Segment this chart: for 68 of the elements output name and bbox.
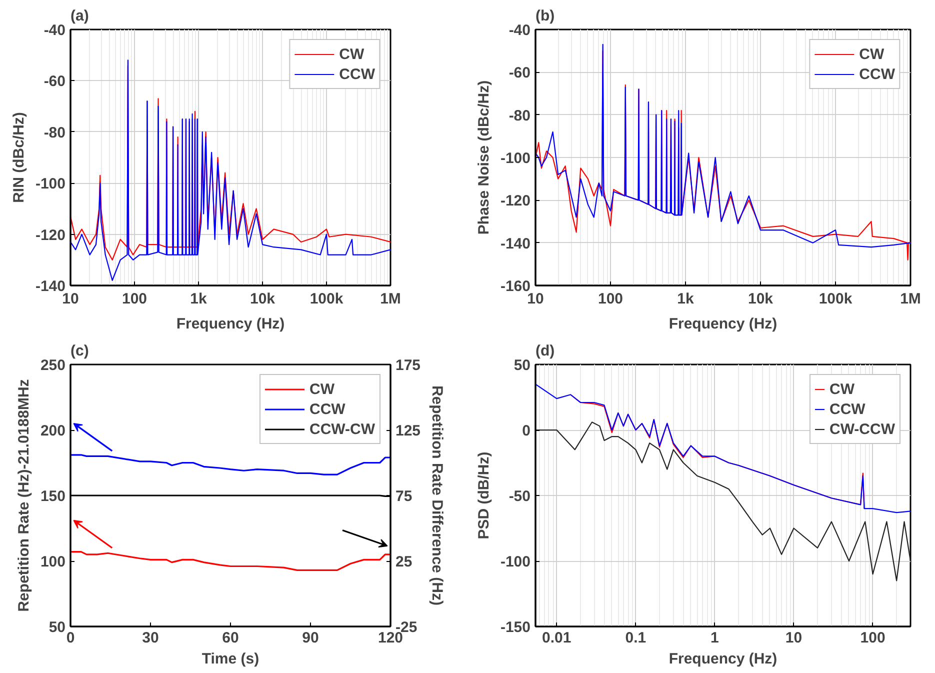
x-tick-label: 100: [860, 630, 886, 646]
x-tick-label: 10: [785, 630, 802, 646]
legend-label: CW: [339, 46, 364, 62]
x-tick-label: 10: [62, 290, 79, 308]
y-tick-label: 250: [40, 357, 66, 374]
y-tick-label: -100: [500, 554, 531, 570]
y-tick-label: 50: [514, 357, 531, 374]
y2-tick-label: 125: [396, 422, 421, 440]
x-tick-label: 10k: [250, 290, 276, 308]
y-tick-label: -120: [500, 192, 531, 210]
y2-axis-title: Repetition Rate Difference (Hz): [428, 385, 446, 606]
legend-label: CW-CCW: [829, 420, 895, 438]
x-axis-title: Frequency (Hz): [668, 650, 778, 668]
y-axis-title: Repetition Rate (Hz)-21.0188MHz: [15, 379, 32, 612]
y-tick-label: -80: [508, 107, 531, 124]
x-tick-label: 10k: [748, 290, 774, 308]
x-tick-label: 100k: [310, 290, 344, 308]
x-tick-label: 100k: [818, 290, 853, 308]
chart-title: (b): [536, 8, 555, 24]
y-tick-label: -100: [35, 176, 66, 193]
y-axis-title: RIN (dBc/Hz): [10, 112, 28, 203]
x-axis-title: Frequency (Hz): [668, 316, 778, 332]
y-axis-title: PSD (dB/Hz): [475, 452, 492, 540]
y2-tick-label: 25: [396, 554, 412, 570]
y-tick-label: 100: [40, 554, 66, 570]
x-tick-label: 1k: [190, 290, 208, 308]
x-tick-label: 60: [222, 630, 239, 646]
y2-tick-label: 175: [396, 357, 421, 374]
y-tick-label: -40: [508, 22, 531, 39]
legend-label: CCW: [339, 66, 375, 82]
legend-label: CCW: [829, 400, 866, 418]
chart-title: (c): [70, 342, 89, 360]
x-tick-label: 10: [527, 290, 544, 308]
x-tick-label: 1: [710, 630, 719, 646]
x-tick-label: 100: [598, 290, 624, 308]
x-tick-label: 30: [142, 630, 159, 646]
legend-label: CCW: [309, 400, 346, 418]
legend-label: CCW-CW: [309, 420, 375, 438]
legend-label: CW: [829, 380, 854, 398]
y-tick-label: -80: [44, 124, 66, 142]
x-tick-label: 0.01: [542, 630, 572, 646]
x-tick-label: 100: [122, 290, 148, 308]
y-tick-label: -100: [500, 150, 531, 167]
y-tick-label: -60: [508, 64, 531, 82]
x-tick-label: 1M: [380, 290, 401, 308]
x-axis-title: Time (s): [202, 650, 260, 668]
x-axis-title: Frequency (Hz): [176, 316, 285, 332]
x-tick-label: 1M: [900, 290, 921, 308]
legend-label: CW: [309, 380, 334, 398]
y-tick-label: -50: [508, 488, 531, 505]
x-tick-label: 90: [302, 630, 319, 646]
y-tick-label: 50: [48, 619, 66, 636]
y-tick-label: -140: [500, 235, 531, 252]
x-tick-label: 0.1: [625, 630, 646, 646]
legend-label: CCW: [859, 66, 895, 82]
y-tick-label: 150: [40, 488, 66, 505]
y-tick-label: 200: [40, 422, 66, 440]
chart-title: (a): [70, 8, 89, 24]
legend-label: CW: [859, 46, 884, 62]
y-tick-label: -60: [44, 73, 66, 90]
y-tick-label: -40: [44, 22, 66, 39]
y2-tick-label: 75: [396, 488, 412, 505]
y-tick-label: -120: [35, 226, 66, 244]
y-tick-label: -150: [500, 619, 531, 636]
x-tick-label: 1k: [677, 290, 694, 308]
chart-title: (d): [536, 342, 555, 360]
y-tick-label: 0: [522, 422, 530, 440]
y-axis-title: Phase Noise (dBc/Hz): [475, 80, 492, 235]
